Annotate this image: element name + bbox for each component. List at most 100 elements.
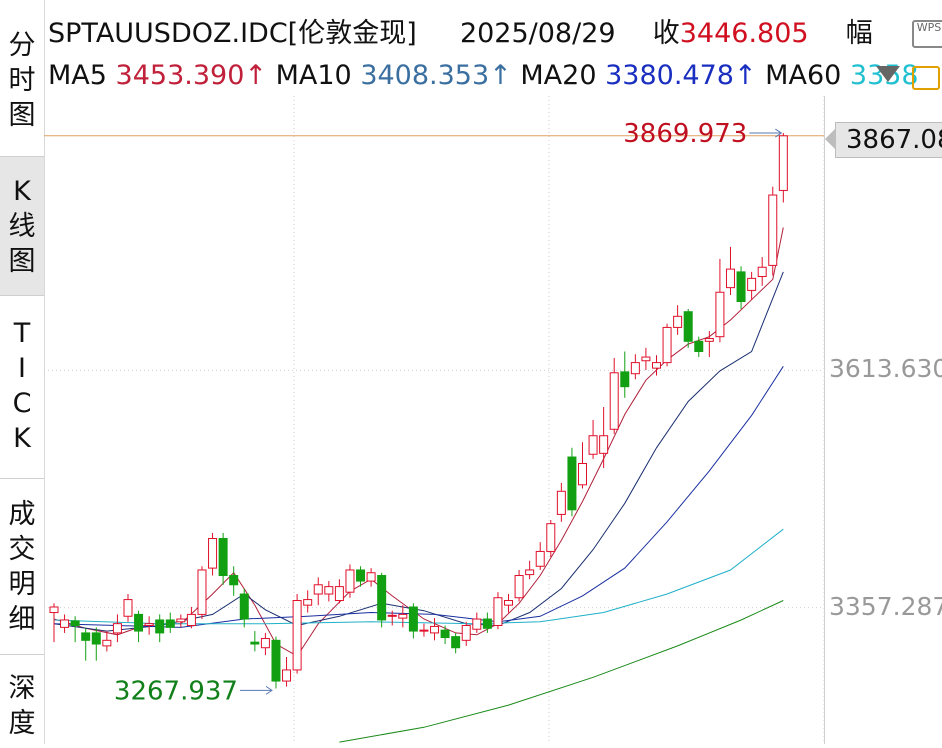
tab-label-char: 深: [8, 673, 36, 704]
y-axis-label: 3613.630: [829, 354, 942, 384]
candle-body: [662, 326, 672, 364]
candle-body: [91, 632, 101, 645]
close-value: 3446.805: [679, 18, 809, 49]
candle-body: [186, 613, 196, 627]
candle-body: [134, 613, 144, 632]
chart-plot-area[interactable]: 3869.973 3267.937: [44, 96, 825, 744]
candle-body: [419, 629, 429, 632]
candle-body: [578, 463, 587, 486]
tab-tick[interactable]: T I C K: [0, 312, 44, 460]
tab-label-char: 时: [8, 64, 36, 96]
candle-body: [81, 632, 91, 641]
tab-label-char: 成: [8, 499, 36, 530]
candle-body: [176, 618, 186, 623]
candle-body: [271, 639, 281, 682]
candle-body: [60, 619, 70, 628]
triangle-down-icon[interactable]: [876, 66, 900, 82]
candle-body: [239, 593, 249, 620]
candle-body: [694, 340, 704, 352]
candle-body: [461, 625, 471, 641]
candle-body: [408, 606, 418, 632]
candle-body: [493, 597, 503, 627]
candle-body: [440, 629, 450, 639]
candle-body: [620, 371, 630, 388]
candle-body: [112, 623, 122, 634]
candle-body: [102, 639, 112, 647]
candlestick-chart: 3869.973 3267.937: [44, 96, 825, 744]
current-price-pointer: [825, 129, 835, 149]
ma60-line: [53, 528, 784, 625]
candle-body: [482, 618, 492, 629]
low-annotation-arrowhead: [265, 685, 273, 695]
bar-date: 2025/08/29: [459, 18, 616, 49]
candle-body: [725, 268, 735, 289]
ma20-value: 3380.478: [605, 60, 734, 91]
candle-body: [673, 315, 683, 328]
candle-body: [451, 636, 461, 649]
candle-body: [155, 619, 165, 634]
candle-body: [556, 490, 566, 515]
candle-body: [704, 338, 714, 342]
ma5-label: MA5: [48, 60, 107, 91]
candle-body: [715, 291, 725, 338]
candle-body: [313, 584, 323, 595]
candle-body: [345, 569, 355, 593]
lock-icon[interactable]: [912, 66, 940, 90]
tab-label-char: T: [13, 318, 31, 349]
wps-icon[interactable]: WPS: [912, 20, 942, 48]
candle-body: [430, 625, 440, 634]
tab-depth[interactable]: 深 度: [0, 668, 44, 744]
candle-body: [546, 523, 556, 552]
candle-body: [144, 623, 154, 627]
ma5-arrow-icon: ↑: [244, 60, 268, 91]
candle-body: [599, 435, 609, 454]
candle-body: [747, 277, 757, 291]
tab-label-char: K: [13, 423, 31, 454]
tab-intraday[interactable]: 分 时 图: [0, 24, 44, 136]
candle-body: [292, 600, 302, 671]
candle-body: [70, 620, 80, 627]
candle-body: [398, 613, 408, 619]
candle-body: [757, 266, 767, 278]
candle-body: [229, 575, 239, 586]
candle-body: [609, 372, 619, 430]
candle-body: [736, 271, 746, 303]
candle-body: [472, 618, 482, 630]
candle-body: [630, 362, 640, 375]
candle-body: [324, 586, 334, 595]
low-annotation-label: 3267.937: [114, 676, 238, 706]
candle-body: [334, 586, 344, 602]
tab-trade-details[interactable]: 成 交 明 细: [0, 492, 44, 642]
close-label: 收: [652, 18, 680, 49]
ma-legend: MA5 3453.390↑ MA10 3408.353↑ MA20 3380.4…: [48, 58, 919, 94]
tab-label-char: 线: [8, 210, 36, 242]
high-annotation-label: 3869.973: [623, 119, 747, 149]
ma60-label: MA60: [765, 60, 842, 91]
candle-body: [504, 600, 514, 606]
tab-label-char: 图: [8, 99, 36, 131]
change-label: 幅: [845, 18, 873, 49]
ma20-line: [53, 366, 784, 628]
tab-label-char: 细: [8, 604, 36, 635]
ma10-value: 3408.353: [360, 60, 490, 91]
tab-label-char: 分: [8, 29, 36, 61]
tab-kline[interactable]: K 线 图: [0, 156, 44, 296]
candle-body: [303, 599, 313, 606]
price-axis: 3867.08 3613.630 3357.287: [824, 96, 942, 744]
tab-label-char: 图: [8, 245, 36, 277]
candle-body: [768, 194, 778, 266]
candle-body: [260, 637, 270, 649]
ma10-arrow-icon: ↑: [489, 60, 512, 91]
tab-label-char: 明: [8, 569, 36, 600]
candle-body: [525, 569, 535, 576]
candle-body: [218, 537, 228, 577]
candle-body: [366, 572, 376, 582]
tab-label-char: K: [13, 175, 31, 207]
tab-label-char: 交: [8, 534, 36, 565]
candle-body: [588, 435, 598, 455]
tab-label-char: I: [18, 353, 26, 384]
candle-body: [197, 569, 207, 615]
tab-label-char: C: [12, 388, 32, 419]
ma20-label: MA20: [520, 60, 597, 91]
candle-body: [123, 599, 133, 617]
